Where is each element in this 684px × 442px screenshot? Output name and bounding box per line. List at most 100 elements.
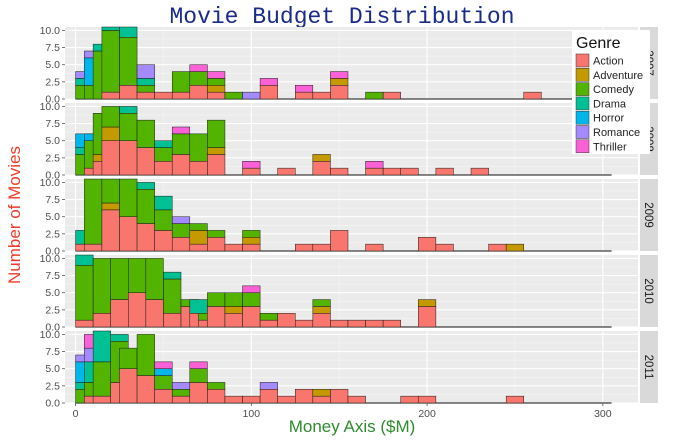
histogram-bar-segment <box>312 299 331 307</box>
histogram-bar-segment <box>242 237 261 245</box>
histogram-bar-segment <box>101 209 120 252</box>
histogram-bar-segment <box>136 119 155 148</box>
histogram-bar-segment <box>242 395 261 404</box>
histogram-bar-segment <box>505 395 525 404</box>
histogram-bar-segment <box>505 243 525 252</box>
histogram-bar-segment <box>189 361 208 369</box>
histogram-bar-segment <box>295 319 314 328</box>
histogram-bar-segment <box>259 319 278 328</box>
histogram-bar-segment <box>242 292 261 307</box>
histogram-bar-segment <box>207 306 226 328</box>
histogram-bar-segment <box>207 147 226 155</box>
histogram-bar-segment <box>365 167 384 176</box>
legend-key <box>575 139 590 154</box>
histogram-bar-segment <box>163 278 182 314</box>
histogram-bar-segment <box>207 237 226 252</box>
histogram-bar-segment <box>295 243 314 252</box>
y-tick-label: 2.5 <box>45 228 60 240</box>
histogram-bar-segment <box>259 78 278 86</box>
legend-entry: Adventure <box>593 70 643 82</box>
histogram-bar-segment <box>347 319 366 328</box>
histogram-bar-segment <box>145 258 164 300</box>
histogram-bar-segment <box>84 243 103 252</box>
y-tick-label: 2.5 <box>45 380 60 392</box>
y-tick-label: 7.5 <box>45 194 60 206</box>
histogram-bar-segment <box>136 147 155 176</box>
histogram-bar-segment <box>119 26 138 38</box>
y-tick-label: 7.5 <box>45 270 60 282</box>
histogram-bar-segment <box>207 71 226 79</box>
histogram-bar-segment <box>171 223 191 238</box>
histogram-bar-segment <box>92 361 111 397</box>
y-tick-label: 5.0 <box>45 135 60 147</box>
histogram-bar-segment <box>295 85 314 93</box>
histogram-bar-segment <box>101 106 120 128</box>
x-tick-label: 200 <box>418 408 436 420</box>
legend-entry: Comedy <box>593 84 634 96</box>
histogram-bar-segment <box>110 299 129 328</box>
histogram-bar-segment <box>224 306 243 314</box>
legend-key <box>575 125 590 139</box>
y-tick-label: 7.5 <box>45 346 60 358</box>
histogram-bar-segment <box>224 395 243 404</box>
histogram-bar-segment <box>154 368 173 376</box>
histogram-bar-segment <box>171 154 191 176</box>
histogram-bar-segment <box>136 91 155 100</box>
histogram-bar-segment <box>101 91 120 100</box>
legend-key <box>575 82 590 96</box>
x-tick-label: 300 <box>594 408 612 420</box>
histogram-bar-segment <box>189 71 208 86</box>
y-tick-label: 10.0 <box>40 101 61 113</box>
histogram-bar-segment <box>171 237 191 252</box>
legend-entry: Thriller <box>593 141 627 153</box>
legend-entry: Romance <box>593 127 640 139</box>
histogram-bar-segment <box>171 126 191 135</box>
legend-entry: Action <box>593 56 624 68</box>
histogram-bar-segment <box>154 230 173 252</box>
histogram-bar-segment <box>382 167 401 176</box>
x-tick-label: 0 <box>73 408 79 420</box>
histogram-bar-segment <box>365 91 384 100</box>
histogram-bar-segment <box>312 395 331 404</box>
histogram-bar-segment <box>92 313 111 328</box>
histogram-bar-segment <box>119 113 138 141</box>
histogram-bar-segment <box>154 91 173 100</box>
legend-key <box>575 68 590 82</box>
y-tick-label: 7.5 <box>45 118 60 130</box>
histogram-bar-segment <box>365 161 384 169</box>
histogram-bar-segment <box>84 178 103 245</box>
x-axis-label: Money Axis ($M) <box>289 417 416 436</box>
histogram-bar-segment <box>488 243 507 252</box>
facet-strip-label: 2009 <box>642 202 654 228</box>
histogram-bar-segment <box>189 243 208 252</box>
histogram-bar-segment <box>207 382 226 390</box>
histogram-bar-segment <box>189 85 208 100</box>
histogram-bar-segment <box>189 223 208 231</box>
histogram-bar-segment <box>136 85 155 93</box>
histogram-bar-segment <box>295 91 314 100</box>
histogram-bar-segment <box>171 389 191 397</box>
histogram-bar-segment <box>110 334 129 342</box>
histogram-bar-segment <box>119 216 138 252</box>
histogram-bar-segment <box>101 178 120 204</box>
histogram-bar-segment <box>312 306 331 314</box>
histogram-bar-segment <box>136 78 155 86</box>
histogram-bar-segment <box>259 382 278 390</box>
histogram-bar-segment <box>259 389 278 404</box>
histogram-bar-segment <box>136 223 155 252</box>
histogram-bar-segment <box>523 91 542 100</box>
histogram-bar-segment <box>163 271 182 280</box>
histogram-bar-segment <box>242 230 261 238</box>
y-tick-label: 0.0 <box>45 322 60 334</box>
histogram-bar-segment <box>119 106 138 114</box>
histogram-bar-segment <box>189 161 208 176</box>
facet-strip <box>640 255 658 327</box>
histogram-bar-segment <box>119 37 138 86</box>
histogram-bar-segment <box>259 313 278 321</box>
histogram-bar-segment <box>207 292 226 307</box>
histogram-bar-segment <box>119 85 138 100</box>
histogram-bar-segment <box>330 230 349 252</box>
y-tick-label: 5.0 <box>45 287 60 299</box>
